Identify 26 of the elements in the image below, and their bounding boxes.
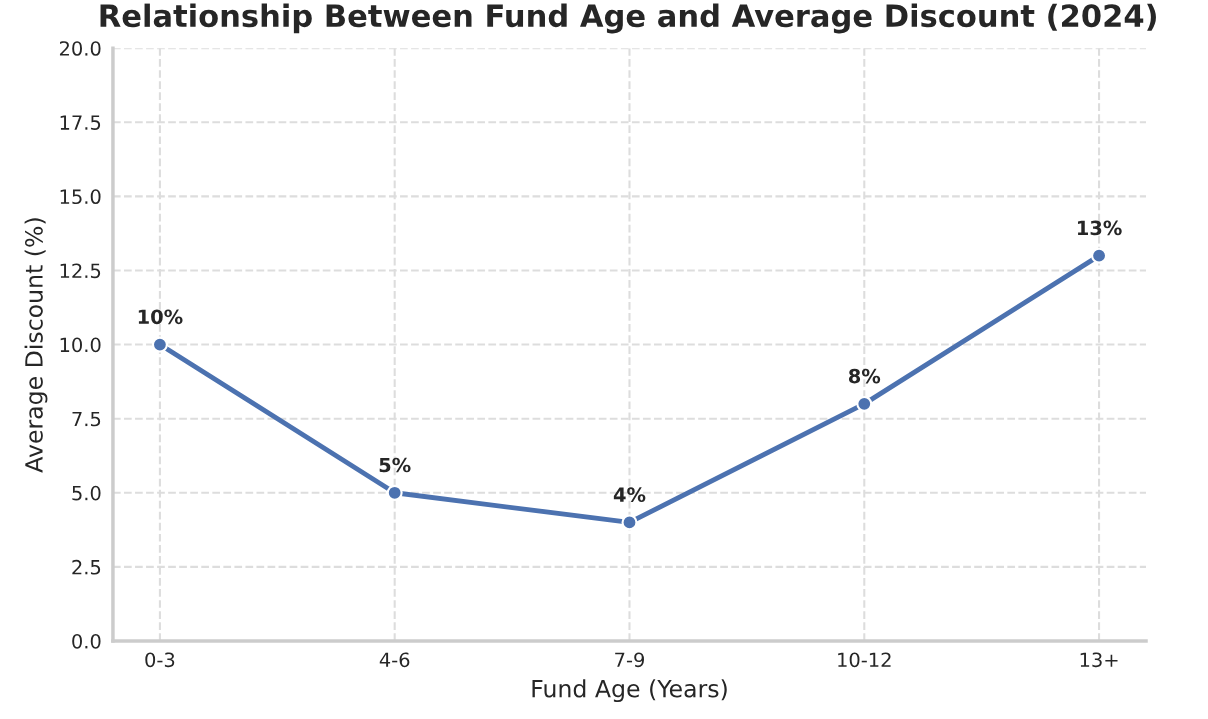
- y-axis-title: Average Discount (%): [24, 218, 48, 473]
- data-label: 8%: [848, 368, 881, 384]
- y-tick-label: 0.0: [72, 633, 101, 649]
- y-tick-label: 15.0: [60, 189, 101, 205]
- x-tick-label: 10-12: [838, 652, 891, 668]
- x-tick-label: 0-3: [145, 652, 175, 668]
- y-tick-label: 5.0: [72, 485, 101, 501]
- y-tick-label: 7.5: [72, 411, 101, 427]
- point: [856, 395, 873, 412]
- point: [386, 484, 403, 501]
- y-tick-label: 20.0: [59, 41, 101, 56]
- point: [621, 514, 638, 531]
- data-label: 10%: [138, 309, 183, 325]
- y-tick-label: 17.5: [60, 115, 101, 130]
- x-tick-label: 7-9: [615, 652, 644, 668]
- y-tick-label: 10.0: [60, 337, 101, 353]
- chart-title: Relationship Between Fund Age and Average Discount (2024): [100, 3, 1156, 34]
- x-tick-label: 13+: [1080, 652, 1118, 668]
- point: [151, 336, 168, 353]
- data-label: 13%: [1077, 220, 1122, 236]
- x-axis-title: Fund Age (Years): [532, 679, 727, 703]
- x-tick-label: 4-6: [379, 652, 410, 668]
- y-tick-label: 12.5: [60, 263, 101, 279]
- data-label: 5%: [379, 457, 411, 473]
- y-tick-label: 2.5: [72, 559, 101, 575]
- data-label: 4%: [613, 487, 646, 502]
